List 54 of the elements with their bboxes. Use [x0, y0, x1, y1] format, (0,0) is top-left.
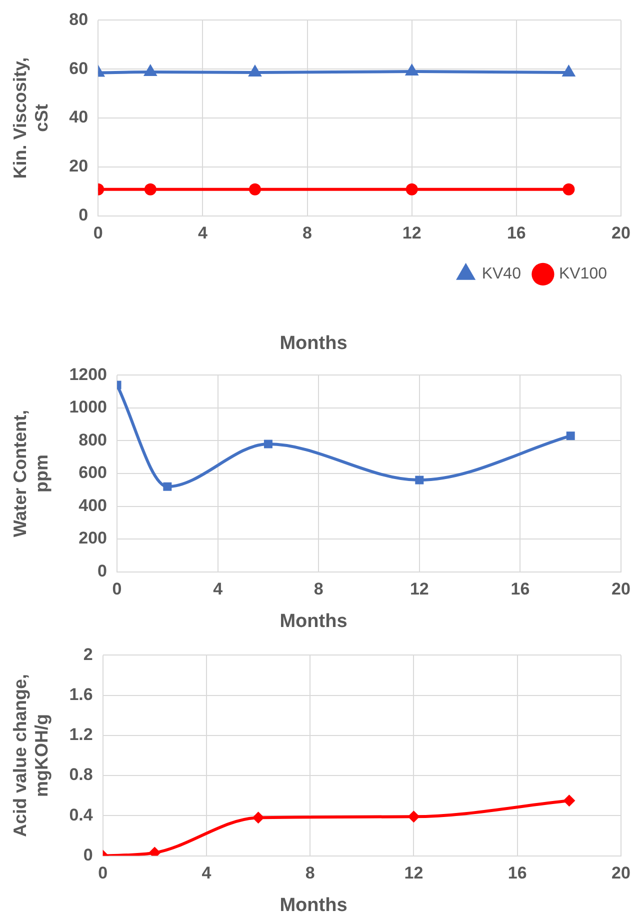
y-tick-label: 1000 — [69, 398, 108, 417]
y-tick-label: 0 — [83, 845, 93, 864]
legend-label: KV40 — [482, 266, 522, 283]
point — [415, 476, 424, 484]
y-tick-label: 200 — [78, 528, 108, 548]
x-tick-label: 0 — [112, 580, 122, 599]
point — [144, 183, 156, 196]
x-tick-label: 16 — [508, 864, 527, 883]
x-tick-label: 12 — [410, 580, 429, 599]
point — [163, 482, 172, 491]
x-axis-title: Months — [280, 332, 348, 354]
y-tick-label: 60 — [69, 58, 88, 78]
y-tick-label: 0 — [78, 205, 88, 224]
x-tick-label: 12 — [402, 224, 422, 243]
x-tick-label: 4 — [198, 224, 208, 243]
y-tick-label: 2 — [83, 644, 93, 664]
x-tick-label: 16 — [510, 580, 530, 599]
point — [143, 64, 158, 76]
y-axis-title: Kin. Viscosity, cSt — [10, 57, 52, 179]
x-tick-label: 12 — [404, 864, 424, 883]
y-tick-label: 1.2 — [69, 725, 93, 744]
point — [248, 183, 261, 196]
y-tick-label: 0.8 — [69, 765, 93, 784]
x-tick-label: 20 — [612, 580, 630, 599]
y-tick-label: 40 — [69, 108, 88, 127]
point — [562, 183, 575, 196]
y-tick-label: 0.4 — [69, 805, 94, 824]
x-tick-label: 4 — [202, 864, 212, 883]
x-tick-label: 8 — [302, 224, 312, 243]
y-tick-label: 0 — [98, 561, 108, 580]
x-tick-label: 8 — [314, 580, 324, 599]
point — [566, 432, 575, 440]
point — [404, 64, 419, 76]
y-axis-title: Water Content, ppm — [10, 410, 52, 538]
x-tick-label: 8 — [305, 864, 315, 883]
y-tick-label: 600 — [78, 463, 108, 482]
y-tick-label: 80 — [69, 10, 88, 29]
x-tick-label: 20 — [612, 224, 630, 243]
x-axis-title: Months — [280, 610, 348, 632]
point — [264, 440, 272, 448]
y-axis-title: Acid value change, mgKOH/g — [10, 674, 52, 838]
x-tick-label: 4 — [213, 580, 224, 599]
point — [562, 64, 576, 77]
x-axis-title: Months — [280, 894, 348, 916]
y-tick-label: 800 — [78, 430, 108, 450]
y-tick-label: 1.6 — [69, 685, 93, 704]
y-tick-label: 400 — [78, 496, 108, 515]
point — [248, 64, 262, 77]
point — [406, 183, 418, 196]
legend-label: KV100 — [558, 266, 608, 283]
x-tick-label: 20 — [612, 864, 630, 883]
y-tick-label: 20 — [69, 156, 88, 176]
x-tick-label: 16 — [506, 224, 526, 243]
y-tick-label: 1200 — [69, 364, 108, 384]
